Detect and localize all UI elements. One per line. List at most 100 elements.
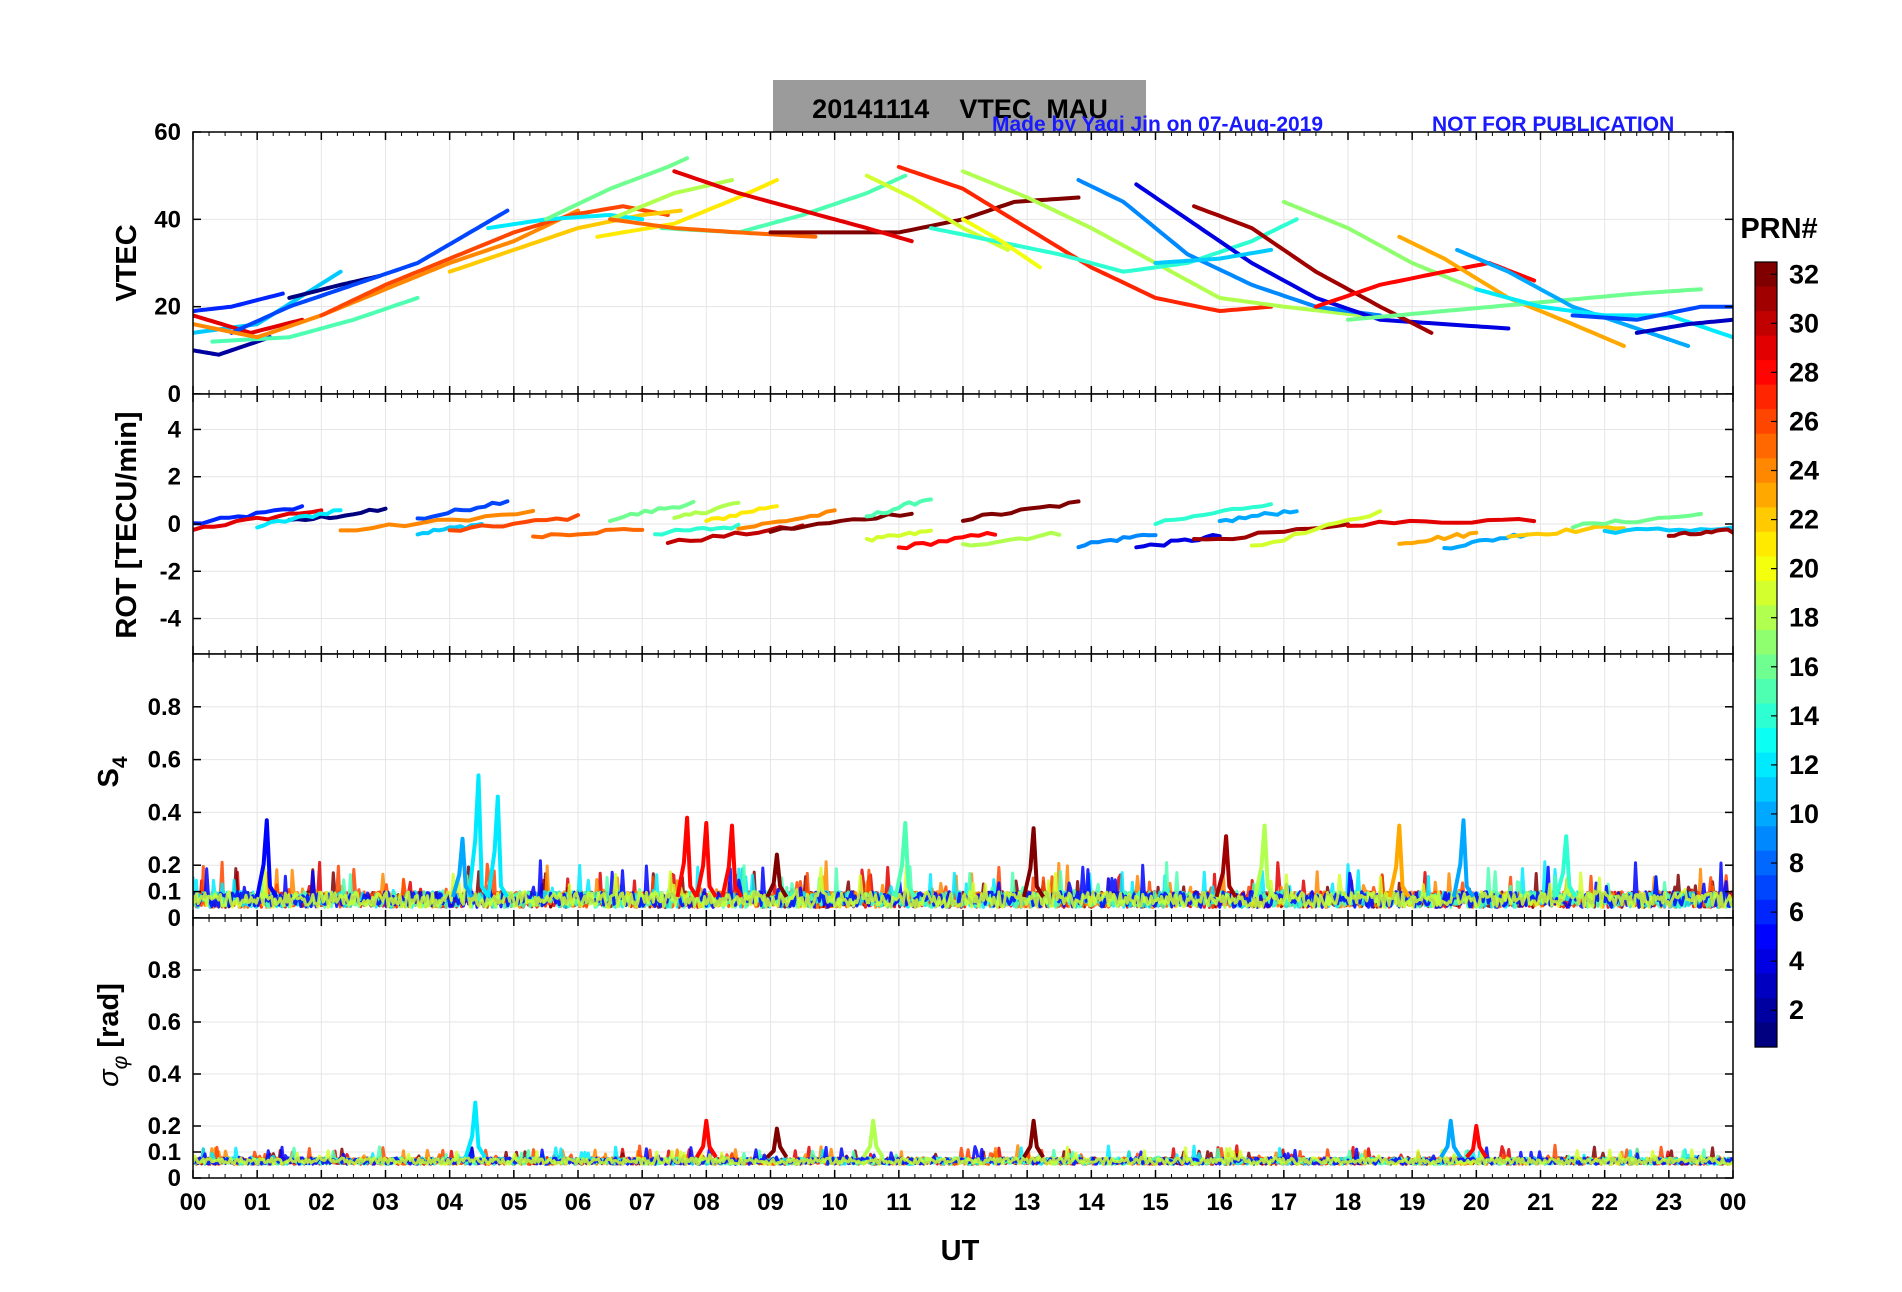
colorbar-cell-prn-15 bbox=[1755, 679, 1777, 705]
s4-spike-prn-32 bbox=[1022, 826, 1045, 898]
credit-text: Made by Yaqi Jin on 07-Aug-2019 bbox=[992, 113, 1323, 136]
s4-ylabel-sub: 4 bbox=[109, 756, 132, 768]
x-tick-label: 20 bbox=[1463, 1189, 1490, 1216]
x-tick-label: 07 bbox=[629, 1189, 656, 1216]
sigma_phi-ytick-label: 0 bbox=[168, 1165, 181, 1192]
panel-s4: 00.10.2 0.4 0.6 0.8 bbox=[148, 653, 1734, 932]
colorbar-tick-label: 18 bbox=[1789, 603, 1819, 633]
colorbar-cell-prn-24 bbox=[1755, 458, 1777, 484]
vtec-series-prn-9 bbox=[1076, 178, 1383, 318]
panel-vtec: 0 20 40 60 bbox=[154, 119, 1734, 408]
sigma-ylabel: σφ [rad] bbox=[93, 983, 132, 1087]
s4-floor-prn-19 bbox=[193, 863, 1733, 909]
colorbar-tick-label: 28 bbox=[1789, 357, 1819, 387]
colorbar-cell-prn-16 bbox=[1755, 654, 1777, 680]
vtec-series-prn-12 bbox=[486, 213, 645, 231]
x-tick-label: 17 bbox=[1270, 1189, 1297, 1216]
x-tick-label: 22 bbox=[1591, 1189, 1618, 1216]
colorbar-cell-prn-25 bbox=[1755, 433, 1777, 459]
s4-spike-prn-32 bbox=[765, 852, 789, 898]
sigma_phi-spike-prn-28 bbox=[694, 1118, 718, 1159]
colorbar-cell-prn-17 bbox=[1755, 629, 1777, 656]
notice-text: NOT FOR PUBLICATION bbox=[1432, 113, 1674, 136]
x-tick-label: 19 bbox=[1399, 1189, 1426, 1216]
s4-ytick-label: 0 bbox=[168, 905, 181, 932]
rot-series-prn-24 bbox=[736, 508, 837, 531]
x-tick-label: 03 bbox=[372, 1189, 399, 1216]
rot-series-prn-12 bbox=[255, 508, 343, 530]
colorbar-cell-prn-31 bbox=[1755, 286, 1777, 312]
colorbar-cell-prn-20 bbox=[1755, 556, 1777, 582]
rot-series-prn-21 bbox=[704, 504, 779, 523]
colorbar-tick-label: 10 bbox=[1789, 799, 1819, 829]
colorbar-cell-prn-32 bbox=[1755, 262, 1777, 288]
panel-sigma_phi: 00.10.2 0.4 0.6 0.8 bbox=[148, 917, 1734, 1192]
colorbar-cell-prn-2 bbox=[1755, 997, 1777, 1024]
rot-series-prn-24 bbox=[338, 508, 536, 533]
vtec-series-prn-14 bbox=[928, 217, 1299, 274]
s4-spike-prn-31 bbox=[1214, 834, 1238, 898]
rot-ylabel: ROT [TECU/min] bbox=[111, 411, 143, 638]
x-tick-label: 11 bbox=[886, 1189, 911, 1216]
s4-spike-prn-14 bbox=[1554, 834, 1578, 898]
x-tick-label: 21 bbox=[1527, 1189, 1554, 1216]
vtec-series-prn-15 bbox=[210, 295, 420, 344]
s4-spike-prn-23 bbox=[1387, 823, 1411, 898]
sigma_phi-ytick-label: 0.1 bbox=[148, 1139, 181, 1166]
vtec-series-prn-6 bbox=[193, 291, 285, 313]
vtec-series-prn-22 bbox=[447, 208, 683, 274]
colorbar-tick-label: 26 bbox=[1789, 406, 1819, 436]
colorbar-tick-label: 24 bbox=[1789, 456, 1819, 486]
rot-series-prn-6 bbox=[193, 504, 305, 526]
colorbar-cell-prn-9 bbox=[1755, 826, 1777, 852]
vtec-series-prn-7 bbox=[229, 208, 510, 335]
colorbar-cell-prn-5 bbox=[1755, 924, 1777, 950]
x-tick-label: 13 bbox=[1014, 1189, 1041, 1216]
vtec-series-prn-27 bbox=[896, 164, 1273, 313]
colorbar-cell-prn-21 bbox=[1755, 531, 1777, 557]
vtec-series-prn-3 bbox=[1634, 317, 1733, 335]
x-tick-label: 00 bbox=[180, 1189, 207, 1216]
colorbar-cell-prn-29 bbox=[1755, 335, 1777, 361]
vtec-series-prn-25 bbox=[608, 217, 818, 239]
x-tick-label: 10 bbox=[821, 1189, 848, 1216]
colorbar-cell-prn-23 bbox=[1755, 482, 1777, 508]
x-tick-label: 04 bbox=[436, 1189, 463, 1216]
s4-ylabel: S4 bbox=[93, 756, 132, 787]
rot-series-prn-26 bbox=[447, 513, 580, 533]
rot-series-prn-11 bbox=[415, 522, 484, 537]
x-tick-label: 12 bbox=[950, 1189, 977, 1216]
rot-ytick-label: 0 bbox=[168, 511, 181, 538]
s4-spike-prn-28 bbox=[694, 821, 718, 898]
x-tick-label: 06 bbox=[565, 1189, 592, 1216]
vtec-series-prn-16 bbox=[1346, 287, 1703, 322]
rot-series-prn-32 bbox=[961, 499, 1081, 523]
vtec-ytick-label: 20 bbox=[154, 294, 181, 321]
rot-series-prn-18 bbox=[961, 530, 1062, 548]
s4-ytick-label: 0.8 bbox=[148, 694, 181, 721]
vtec-series-prn-2 bbox=[193, 335, 272, 357]
colorbar-tick-label: 8 bbox=[1789, 848, 1804, 878]
vtec-series-prn-26 bbox=[319, 204, 670, 318]
colorbar-tick-label: 12 bbox=[1789, 750, 1819, 780]
vtec-series-prn-4 bbox=[1134, 182, 1511, 331]
colorbar-tick-label: 22 bbox=[1789, 505, 1819, 535]
colorbar-cell-prn-1 bbox=[1755, 1022, 1777, 1048]
sigma_phi-spike-prn-18 bbox=[861, 1118, 885, 1159]
colorbar-cell-prn-14 bbox=[1755, 703, 1777, 729]
colorbar-cell-prn-3 bbox=[1755, 973, 1777, 999]
rot-series-prn-11 bbox=[1602, 525, 1733, 535]
s4-spike-prn-18 bbox=[1253, 823, 1276, 898]
sigma_phi-ytick-label: 0.6 bbox=[148, 1009, 181, 1036]
rot-series-prn-14 bbox=[653, 522, 741, 537]
vtec-ytick-label: 0 bbox=[168, 381, 181, 408]
colorbar-cell-prn-4 bbox=[1755, 948, 1777, 975]
rot-series-prn-22 bbox=[1506, 524, 1626, 539]
s4-ytick-label: 0.6 bbox=[148, 747, 181, 774]
x-tick-label: 00 bbox=[1720, 1189, 1747, 1216]
rot-series-prn-29 bbox=[1346, 517, 1537, 528]
rot-series-prn-1 bbox=[287, 506, 388, 522]
sigma_phi-data bbox=[193, 1100, 1733, 1166]
